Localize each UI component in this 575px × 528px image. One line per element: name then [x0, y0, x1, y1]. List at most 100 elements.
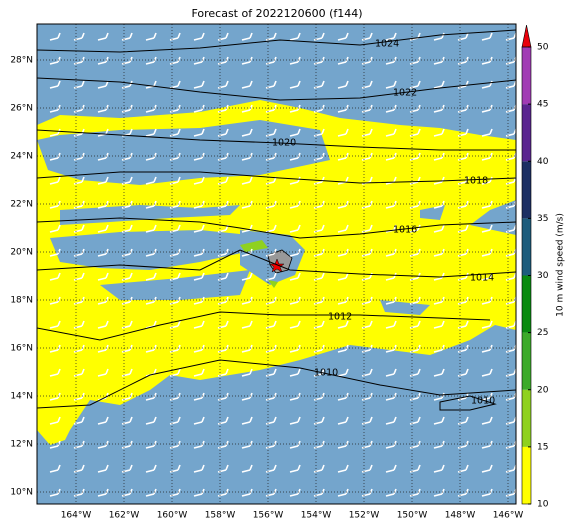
- lat-label: 18°N: [10, 296, 33, 306]
- barb: [49, 320, 61, 329]
- barb: [145, 440, 157, 449]
- barb: [481, 128, 493, 137]
- lat-label: 12°N: [10, 440, 33, 450]
- barb: [97, 248, 109, 257]
- barb: [361, 248, 373, 257]
- isobar-label: 1010: [314, 368, 338, 379]
- barb: [409, 200, 421, 209]
- barb: [49, 344, 61, 353]
- barb: [49, 416, 61, 425]
- barb: [289, 224, 301, 233]
- colorbar-tick-label: 30: [537, 271, 549, 281]
- barb: [193, 464, 205, 473]
- barb: [265, 440, 277, 449]
- barb: [433, 152, 445, 161]
- colorbar-segment: [522, 104, 531, 162]
- barb: [265, 248, 277, 257]
- barb: [217, 488, 229, 497]
- barb: [409, 392, 421, 401]
- barb: [289, 320, 301, 329]
- barb: [121, 296, 133, 305]
- barb: [481, 104, 493, 113]
- barb: [169, 368, 181, 377]
- barb: [433, 128, 445, 137]
- barb: [169, 392, 181, 401]
- barb: [313, 416, 325, 425]
- barb: [121, 416, 133, 425]
- barb: [193, 200, 205, 209]
- barb: [121, 440, 133, 449]
- barb: [313, 296, 325, 305]
- barb: [289, 104, 301, 113]
- barb: [361, 80, 373, 89]
- barb: [145, 248, 157, 257]
- barb: [457, 344, 469, 353]
- barb: [49, 32, 61, 41]
- barb: [73, 488, 85, 497]
- barb: [289, 80, 301, 89]
- barb: [217, 152, 229, 161]
- barb: [457, 56, 469, 65]
- barb: [49, 368, 61, 377]
- barb: [385, 464, 397, 473]
- barb: [481, 200, 493, 209]
- barb: [313, 104, 325, 113]
- barb: [265, 368, 277, 377]
- colorbar-tick-label: 45: [537, 100, 548, 110]
- barb: [49, 392, 61, 401]
- barb: [169, 272, 181, 281]
- barb: [169, 104, 181, 113]
- barb: [169, 440, 181, 449]
- barb: [265, 32, 277, 41]
- barb: [481, 224, 493, 233]
- barb: [97, 104, 109, 113]
- lat-label: 20°N: [10, 248, 33, 258]
- barb: [49, 200, 61, 209]
- lon-label: 162°W: [109, 511, 140, 521]
- barb: [265, 128, 277, 137]
- barb: [193, 152, 205, 161]
- barb: [169, 416, 181, 425]
- barb: [433, 296, 445, 305]
- isobar-label: 1010: [471, 396, 495, 407]
- barb: [193, 56, 205, 65]
- barb: [241, 104, 253, 113]
- barb: [169, 200, 181, 209]
- lon-label: 158°W: [205, 511, 236, 521]
- barb: [289, 248, 301, 257]
- colorbar-segment: [522, 389, 531, 447]
- map-frame: [36, 23, 517, 505]
- colorbar-segment: [522, 332, 531, 390]
- barb: [97, 272, 109, 281]
- barb: [265, 152, 277, 161]
- barb: [289, 56, 301, 65]
- barb: [169, 152, 181, 161]
- barb: [169, 80, 181, 89]
- barb: [73, 80, 85, 89]
- barb: [481, 464, 493, 473]
- barb: [361, 128, 373, 137]
- barb: [193, 80, 205, 89]
- barb: [121, 32, 133, 41]
- barb: [145, 104, 157, 113]
- barb: [385, 128, 397, 137]
- barb: [481, 344, 493, 353]
- barb: [145, 200, 157, 209]
- barb: [217, 464, 229, 473]
- barb: [265, 344, 277, 353]
- barb: [265, 392, 277, 401]
- barb: [241, 440, 253, 449]
- barb: [433, 32, 445, 41]
- barb: [217, 80, 229, 89]
- barb: [361, 224, 373, 233]
- barb: [121, 488, 133, 497]
- barb: [145, 32, 157, 41]
- barb: [337, 224, 349, 233]
- barb: [457, 200, 469, 209]
- barb: [97, 416, 109, 425]
- barb: [217, 272, 229, 281]
- lat-label: 10°N: [10, 488, 33, 498]
- barb: [121, 224, 133, 233]
- barb: [145, 224, 157, 233]
- barb: [217, 104, 229, 113]
